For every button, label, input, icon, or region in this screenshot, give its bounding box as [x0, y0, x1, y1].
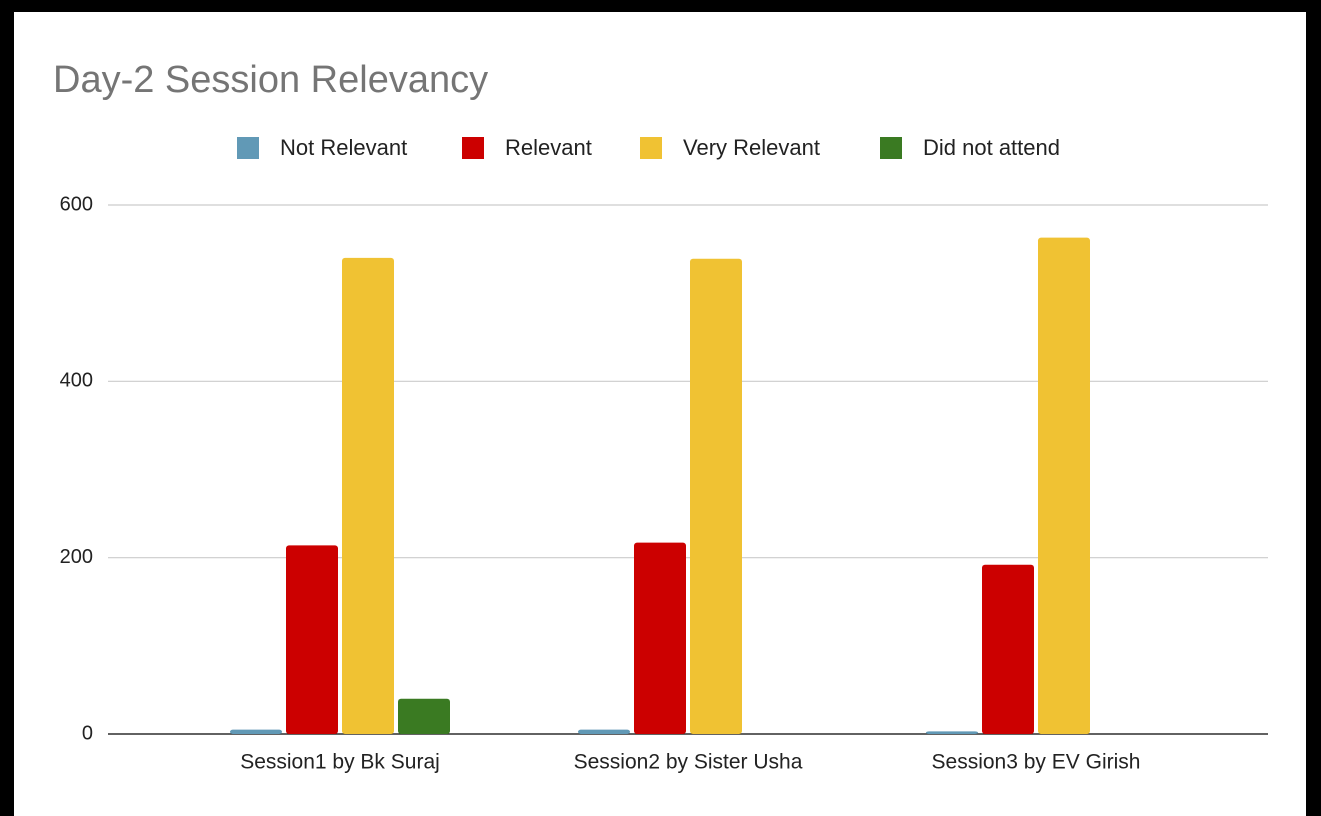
y-tick-label: 600: [60, 193, 93, 215]
x-tick-label: Session2 by Sister Usha: [574, 751, 803, 774]
legend-label: Did not attend: [923, 135, 1060, 160]
bar: [230, 729, 282, 734]
bar: [286, 545, 338, 734]
bar: [926, 731, 978, 734]
legend-label: Very Relevant: [683, 135, 820, 160]
y-tick-label: 0: [82, 722, 93, 744]
legend-swatch: [237, 137, 259, 159]
bar: [634, 542, 686, 734]
x-tick-label: Session3 by EV Girish: [932, 751, 1141, 774]
chart-title: Day-2 Session Relevancy: [53, 59, 488, 101]
legend-label: Relevant: [505, 135, 592, 160]
y-tick-label: 200: [60, 546, 93, 568]
bar: [690, 258, 742, 734]
legend-label: Not Relevant: [280, 135, 407, 160]
bar: [398, 698, 450, 734]
legend-swatch: [462, 137, 484, 159]
bar: [1038, 237, 1090, 734]
bar: [982, 564, 1034, 734]
legend-swatch: [880, 137, 902, 159]
legend-swatch: [640, 137, 662, 159]
bar: [578, 729, 630, 734]
x-tick-label: Session1 by Bk Suraj: [240, 751, 440, 774]
y-tick-label: 400: [60, 370, 93, 392]
bar: [342, 257, 394, 734]
